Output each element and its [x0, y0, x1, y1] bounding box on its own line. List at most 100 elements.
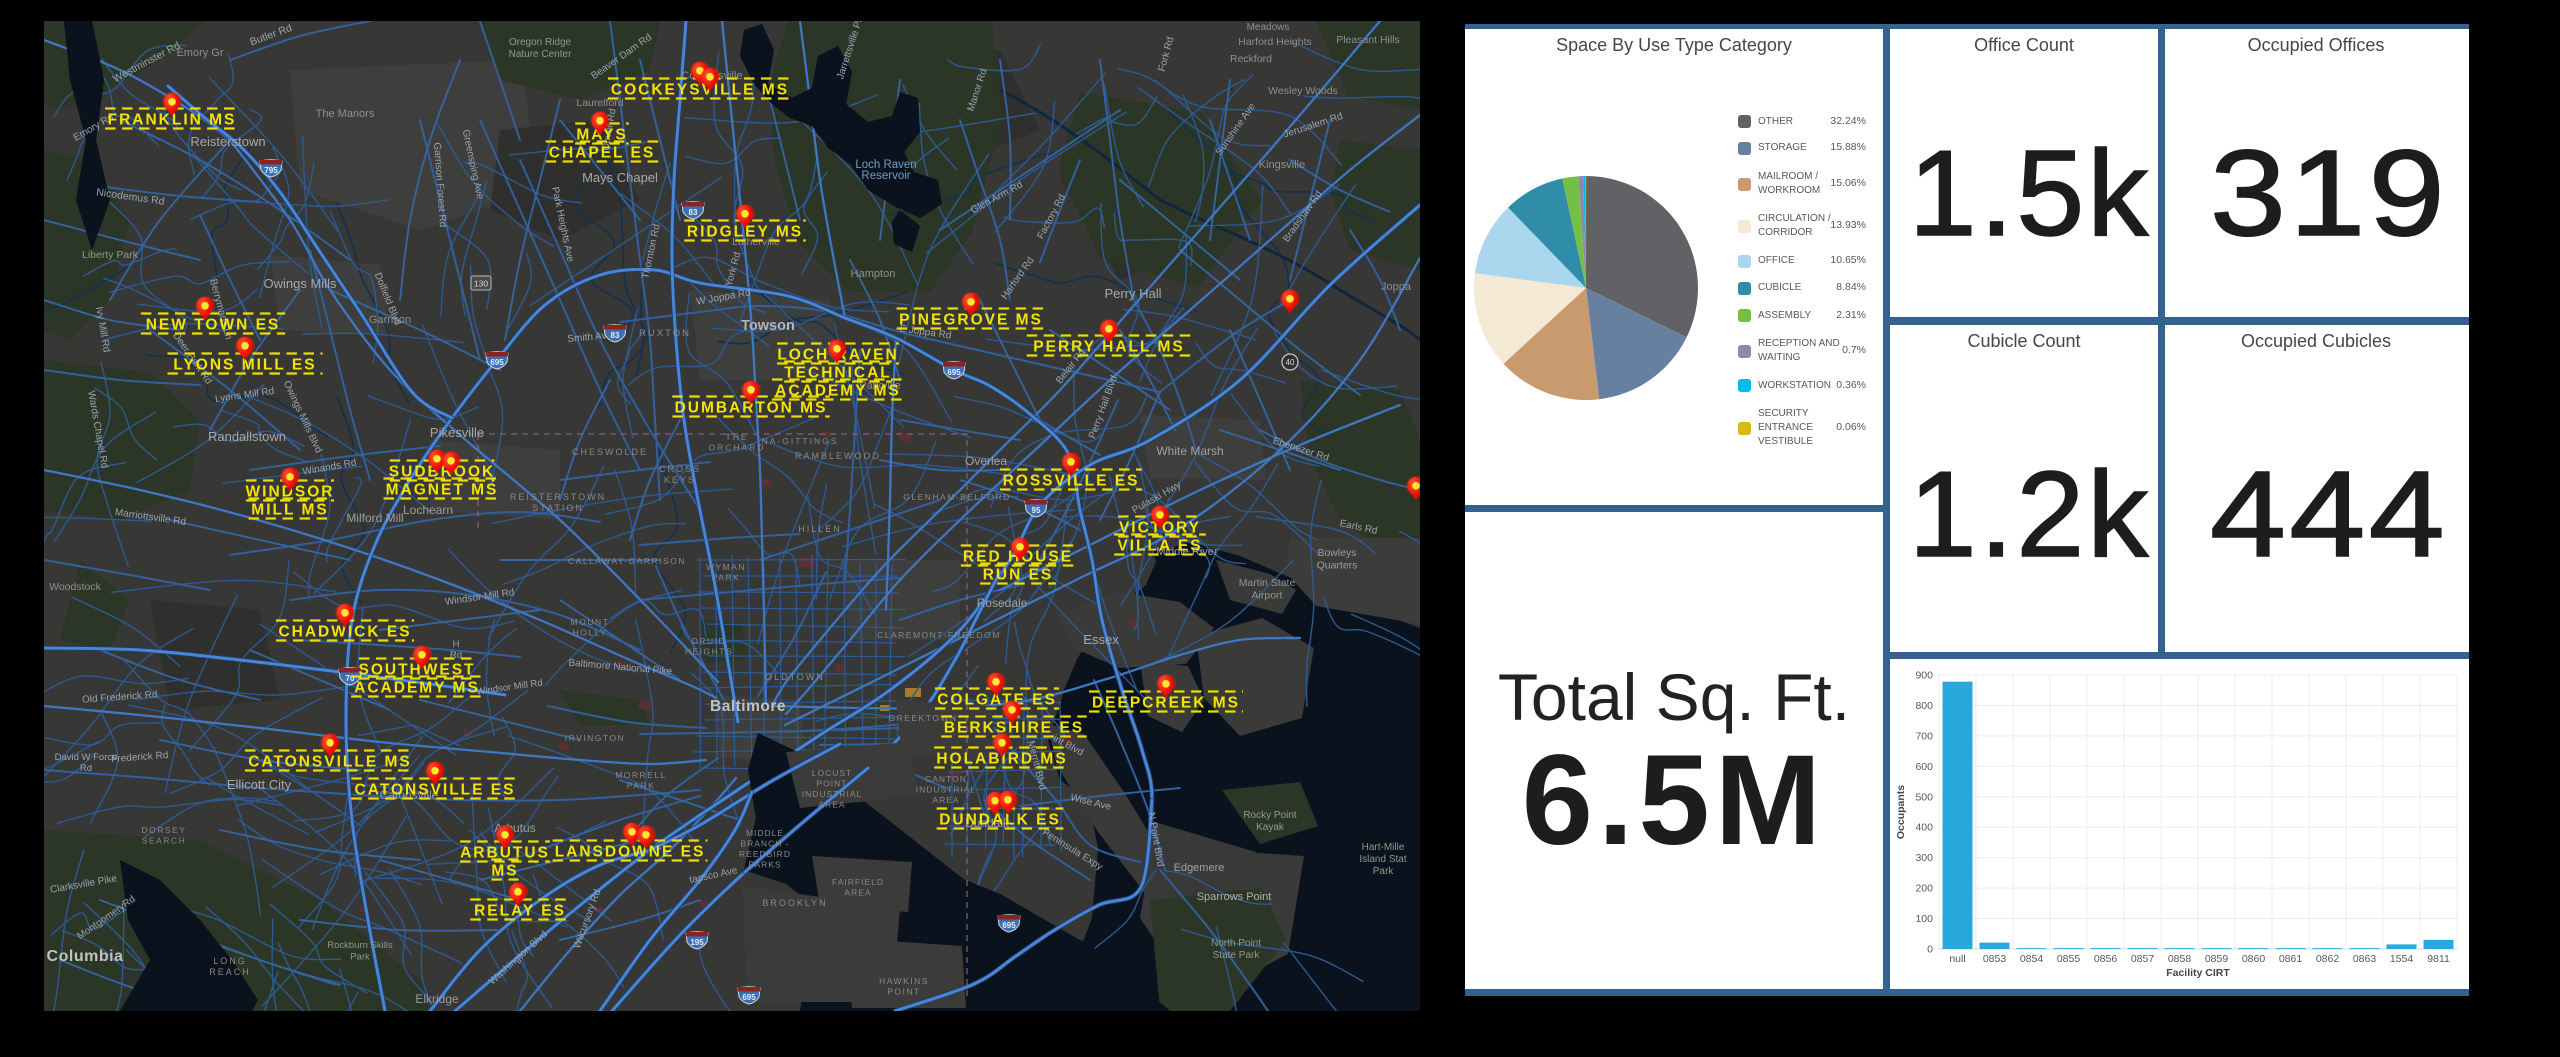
- svg-text:695: 695: [742, 993, 756, 1002]
- svg-text:MS: MS: [491, 863, 518, 880]
- svg-text:900: 900: [1915, 670, 1933, 682]
- svg-text:95: 95: [1032, 506, 1041, 515]
- svg-text:CALLAWAY-GARRISON: CALLAWAY-GARRISON: [568, 556, 686, 566]
- svg-text:VICTORY: VICTORY: [1119, 520, 1201, 537]
- svg-text:THE: THE: [726, 432, 749, 442]
- svg-text:LYONS MILL ES: LYONS MILL ES: [173, 357, 316, 374]
- svg-text:PINEGROVE MS: PINEGROVE MS: [899, 312, 1043, 329]
- svg-text:Park: Park: [1373, 866, 1395, 877]
- svg-text:null: null: [1949, 953, 1965, 965]
- svg-text:Bowleys: Bowleys: [1317, 547, 1356, 559]
- svg-text:0860: 0860: [2242, 953, 2266, 965]
- svg-text:40: 40: [1286, 358, 1295, 367]
- svg-text:Kingsville: Kingsville: [1259, 159, 1305, 171]
- svg-text:100: 100: [1915, 913, 1933, 925]
- svg-text:Oregon Ridge: Oregon Ridge: [509, 37, 572, 48]
- svg-text:RUXTON: RUXTON: [639, 328, 691, 339]
- svg-text:HOLLY: HOLLY: [573, 628, 608, 638]
- svg-text:PARKS: PARKS: [748, 860, 781, 870]
- svg-text:0: 0: [1927, 944, 1933, 956]
- svg-text:1554: 1554: [2390, 953, 2414, 965]
- svg-text:0863: 0863: [2353, 953, 2377, 965]
- svg-text:Hart-Mille: Hart-Mille: [1362, 842, 1405, 853]
- svg-text:INDUSTRIAL: INDUSTRIAL: [916, 785, 977, 795]
- svg-text:AREA: AREA: [844, 888, 871, 898]
- svg-text:SEARCH: SEARCH: [142, 836, 186, 846]
- svg-text:695: 695: [947, 368, 961, 377]
- svg-text:GLENHAM-BELFORD: GLENHAM-BELFORD: [903, 492, 1011, 502]
- svg-text:BERKSHIRE ES: BERKSHIRE ES: [944, 720, 1084, 737]
- svg-text:Essex: Essex: [1083, 632, 1119, 647]
- svg-text:HILLEN: HILLEN: [798, 524, 842, 534]
- svg-text:RAMBLEWOOD: RAMBLEWOOD: [795, 451, 881, 461]
- svg-text:0853: 0853: [1983, 953, 2007, 965]
- svg-text:IRVINGTON: IRVINGTON: [565, 733, 625, 743]
- svg-text:CATONSVILLE MS: CATONSVILLE MS: [248, 754, 412, 771]
- svg-text:RED HOUSE: RED HOUSE: [963, 549, 1073, 566]
- svg-text:H: H: [453, 639, 460, 650]
- svg-text:POINT: POINT: [817, 779, 848, 789]
- svg-text:Meadows: Meadows: [1247, 22, 1290, 33]
- svg-text:Towson: Towson: [741, 318, 795, 334]
- svg-text:Frederick Rd: Frederick Rd: [111, 750, 169, 765]
- svg-text:OLDTOWN: OLDTOWN: [765, 672, 825, 682]
- svg-text:WYMAN: WYMAN: [706, 562, 746, 572]
- svg-text:Reservoir: Reservoir: [861, 170, 910, 182]
- svg-text:0861: 0861: [2279, 953, 2303, 965]
- svg-text:83: 83: [611, 331, 620, 340]
- svg-text:CATONSVILLE ES: CATONSVILLE ES: [355, 782, 516, 799]
- svg-text:Old Frederick Rd: Old Frederick Rd: [82, 689, 158, 705]
- svg-text:0857: 0857: [2131, 953, 2155, 965]
- svg-text:CANTON: CANTON: [925, 774, 967, 784]
- svg-text:Rocky Point: Rocky Point: [1243, 810, 1297, 821]
- svg-text:Quarters: Quarters: [1317, 560, 1358, 572]
- svg-text:LONG: LONG: [213, 956, 247, 966]
- svg-text:Perry Hall: Perry Hall: [1104, 286, 1161, 301]
- svg-text:695: 695: [490, 358, 504, 367]
- svg-text:Rd: Rd: [80, 763, 92, 774]
- svg-text:Nature Center: Nature Center: [509, 49, 572, 60]
- svg-text:Occupants: Occupants: [1895, 785, 1907, 839]
- svg-text:NEW TOWN ES: NEW TOWN ES: [146, 317, 281, 334]
- svg-text:Smith Ave: Smith Ave: [567, 330, 613, 345]
- svg-text:Hampton: Hampton: [851, 268, 896, 280]
- svg-text:Park: Park: [350, 952, 370, 963]
- svg-text:Lutherville: Lutherville: [732, 236, 780, 248]
- svg-text:ARBUTUS: ARBUTUS: [460, 845, 550, 862]
- svg-text:Pleasant Hills: Pleasant Hills: [1336, 34, 1400, 46]
- svg-text:BROOKLYN: BROOKLYN: [762, 898, 827, 908]
- svg-text:MIDDLE: MIDDLE: [746, 828, 784, 838]
- svg-text:Kayak: Kayak: [1256, 822, 1285, 833]
- svg-text:Harford Heights: Harford Heights: [1238, 36, 1312, 48]
- svg-text:0859: 0859: [2205, 953, 2229, 965]
- svg-text:COLGATE ES: COLGATE ES: [937, 692, 1057, 709]
- svg-text:400: 400: [1915, 822, 1933, 834]
- svg-text:Woodstock: Woodstock: [49, 581, 101, 593]
- svg-text:0862: 0862: [2316, 953, 2340, 965]
- svg-text:REISTERSTOWN: REISTERSTOWN: [510, 492, 606, 502]
- svg-text:Mays Chapel: Mays Chapel: [582, 170, 658, 185]
- svg-text:695: 695: [1002, 921, 1016, 930]
- svg-text:Overlea: Overlea: [965, 454, 1007, 468]
- svg-text:TECHNICAL: TECHNICAL: [784, 365, 892, 382]
- svg-text:0856: 0856: [2094, 953, 2118, 965]
- svg-text:David W Force: David W Force: [55, 752, 118, 763]
- svg-text:BRANCH -: BRANCH -: [740, 839, 789, 849]
- svg-text:Parkville: Parkville: [859, 380, 901, 392]
- svg-text:ACADEMY MS: ACADEMY MS: [775, 383, 901, 400]
- svg-text:North Point: North Point: [1211, 938, 1261, 949]
- svg-text:SUDBROOK: SUDBROOK: [389, 464, 495, 481]
- svg-text:MILL MS: MILL MS: [251, 502, 328, 519]
- svg-text:DEEPCREEK MS: DEEPCREEK MS: [1092, 695, 1240, 712]
- svg-text:ACADEMY MS: ACADEMY MS: [354, 680, 480, 697]
- svg-text:White Marsh: White Marsh: [1156, 444, 1223, 458]
- svg-text:Randallstown: Randallstown: [208, 429, 286, 444]
- svg-text:Ellicott City: Ellicott City: [227, 777, 292, 792]
- svg-text:9811: 9811: [2427, 953, 2450, 965]
- svg-text:Elkridge: Elkridge: [415, 992, 459, 1006]
- svg-text:200: 200: [1915, 883, 1933, 895]
- svg-text:AREA: AREA: [932, 795, 959, 805]
- svg-text:KEYS: KEYS: [664, 475, 696, 485]
- svg-text:Wesley Woods: Wesley Woods: [1268, 85, 1338, 97]
- svg-text:Edgemere: Edgemere: [1174, 862, 1225, 874]
